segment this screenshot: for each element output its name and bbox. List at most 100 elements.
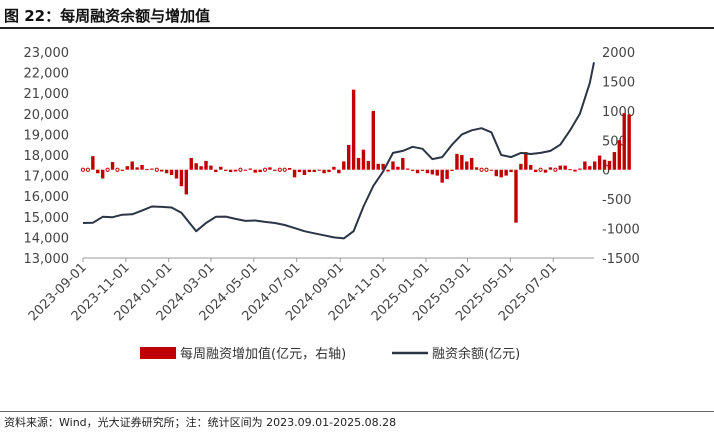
bar xyxy=(440,169,444,183)
bar xyxy=(130,161,134,170)
right-axis-tick-label: 2000 xyxy=(602,46,635,61)
bar xyxy=(214,169,218,173)
left-axis-tick-label: 17,000 xyxy=(24,170,70,185)
figure-title: 图 22：每周融资余额与增加值 xyxy=(4,7,211,25)
bar xyxy=(627,114,631,170)
bar xyxy=(435,169,439,176)
right-axis-tick-label: -500 xyxy=(602,193,632,208)
bar xyxy=(164,169,169,174)
legend-bar-label: 每周融资增加值(亿元，右轴) xyxy=(180,346,346,362)
left-axis-tick-label: 23,000 xyxy=(24,46,70,61)
bar xyxy=(474,167,479,170)
bar xyxy=(184,169,189,195)
bar xyxy=(558,165,562,170)
bar xyxy=(573,169,577,172)
bar xyxy=(105,167,110,172)
bar xyxy=(199,166,203,170)
bar xyxy=(189,157,193,170)
bar xyxy=(376,163,380,170)
bar xyxy=(140,165,144,170)
bar xyxy=(450,169,454,171)
bar xyxy=(371,110,375,170)
footer-rule xyxy=(0,411,714,412)
bar xyxy=(538,167,543,172)
bar xyxy=(194,163,198,170)
bar xyxy=(273,169,277,171)
bar xyxy=(209,165,213,170)
bar xyxy=(262,167,268,172)
bar xyxy=(307,169,312,173)
bar xyxy=(499,169,503,178)
bar xyxy=(297,169,302,173)
bar xyxy=(524,152,528,170)
legend-line-label: 融资余额(亿元) xyxy=(432,346,520,362)
bar xyxy=(396,166,400,170)
bar xyxy=(588,166,592,170)
bar xyxy=(361,149,366,170)
chart: 23,000 22,000 21,000 20,000 19,000 18,000 17,0… xyxy=(24,46,640,362)
bar xyxy=(317,169,321,171)
bar xyxy=(593,161,597,170)
right-axis-tick-label: 1500 xyxy=(602,75,635,90)
bar xyxy=(337,169,341,174)
bar xyxy=(125,166,129,170)
left-axis-tick-label: 21,000 xyxy=(24,87,70,102)
left-axis-ticks: 23,000 22,000 21,000 20,000 19,000 18,000 17,0… xyxy=(24,46,70,267)
bar xyxy=(169,169,174,176)
bar xyxy=(401,157,405,170)
bar xyxy=(292,169,297,178)
bar xyxy=(204,160,208,170)
bar xyxy=(277,167,282,172)
bar xyxy=(96,169,100,174)
bar xyxy=(607,160,612,170)
bar xyxy=(479,167,484,172)
bar xyxy=(509,169,513,173)
left-axis-tick-label: 13,000 xyxy=(24,252,70,267)
bar xyxy=(410,169,415,171)
bar xyxy=(145,169,149,171)
bar xyxy=(578,168,582,170)
bar xyxy=(160,169,164,172)
figure-header: 图 22：每周融资余额与增加值 xyxy=(0,0,714,30)
bar xyxy=(425,169,430,174)
bar xyxy=(533,169,538,173)
bar xyxy=(120,169,125,171)
bar xyxy=(322,169,326,174)
bar xyxy=(612,152,617,170)
bar xyxy=(386,169,390,172)
bar xyxy=(312,169,316,173)
bar xyxy=(91,156,95,170)
bar xyxy=(494,169,498,177)
right-axis-tick-label: -1000 xyxy=(602,223,640,238)
bar xyxy=(351,89,356,170)
bar xyxy=(110,162,115,170)
bar xyxy=(258,169,262,173)
left-axis-tick-label: 16,000 xyxy=(24,190,70,205)
right-axis-tick-label: 0 xyxy=(602,164,610,179)
bar xyxy=(568,169,572,171)
bar xyxy=(583,161,587,170)
bar xyxy=(223,169,228,171)
header-rule xyxy=(0,27,714,29)
bar xyxy=(445,169,449,180)
bar xyxy=(100,169,105,179)
bar xyxy=(253,169,257,173)
bar xyxy=(548,167,553,170)
line-series xyxy=(82,62,595,240)
legend: 每周融资增加值(亿元，右轴) 融资余额(亿元) xyxy=(140,346,520,362)
bar-series xyxy=(80,89,631,223)
bar xyxy=(415,169,420,174)
bar xyxy=(80,167,86,172)
bar xyxy=(154,167,159,172)
bar xyxy=(287,167,292,170)
bar xyxy=(327,169,331,173)
bar xyxy=(282,167,287,172)
bar xyxy=(529,165,533,170)
bar xyxy=(366,160,371,170)
bar xyxy=(484,167,489,172)
bar xyxy=(465,161,469,170)
bar xyxy=(455,153,459,170)
bar xyxy=(504,169,508,176)
left-axis-tick-label: 19,000 xyxy=(24,128,70,143)
